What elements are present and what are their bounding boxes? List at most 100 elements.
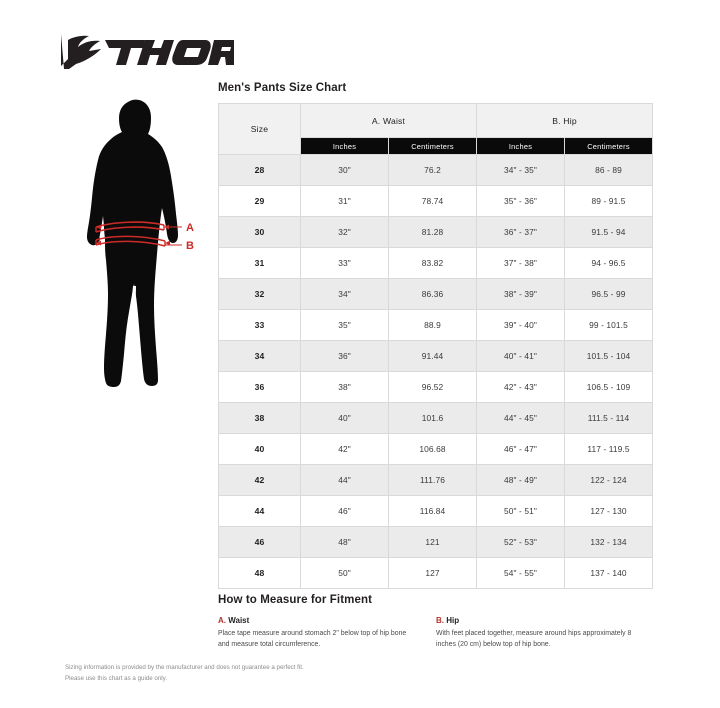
cell-waist-centimeters: 86.36 (388, 278, 477, 310)
column-header-waist-centimeters: Centimeters (388, 137, 477, 155)
measure-marker-a: A. (218, 616, 226, 625)
thor-helmet-logo-icon: ™ (61, 34, 241, 69)
cell-hip-centimeters: 101.5 - 104 (563, 340, 654, 372)
cell-size: 42 (218, 464, 301, 496)
cell-size: 36 (218, 371, 301, 403)
cell-size: 32 (218, 278, 301, 310)
cell-hip-inches: 46" - 47" (476, 433, 565, 465)
cell-hip-inches: 37" - 38" (476, 247, 565, 279)
cell-waist-inches: 42" (300, 433, 389, 465)
cell-hip-centimeters: 94 - 96.5 (563, 247, 654, 279)
cell-hip-centimeters: 91.5 - 94 (563, 216, 654, 248)
cell-waist-centimeters: 116.84 (388, 495, 477, 527)
table-row: 31 33" 83.82 37" - 38" 94 - 96.5 (218, 247, 654, 279)
cell-waist-centimeters: 88.9 (388, 309, 477, 341)
measure-instruction-hip-text: With feet placed together, measure aroun… (436, 630, 632, 649)
cell-hip-centimeters: 89 - 91.5 (563, 185, 654, 217)
cell-size: 29 (218, 185, 301, 217)
table-row: 36 38" 96.52 42" - 43" 106.5 - 109 (218, 371, 654, 403)
column-header-size: Size (218, 103, 301, 155)
column-group-header-waist: A. Waist (300, 103, 477, 138)
cell-waist-centimeters: 96.52 (388, 371, 477, 403)
measure-name-waist: Waist (228, 616, 250, 625)
cell-hip-centimeters: 106.5 - 109 (563, 371, 654, 403)
cell-hip-inches: 35" - 36" (476, 185, 565, 217)
cell-waist-inches: 34" (300, 278, 389, 310)
svg-text:™: ™ (229, 61, 233, 66)
cell-waist-centimeters: 121 (388, 526, 477, 558)
cell-hip-inches: 48" - 49" (476, 464, 565, 496)
table-row: 48 50" 127 54" - 55" 137 - 140 (218, 557, 654, 589)
cell-hip-inches: 54" - 55" (476, 557, 565, 589)
size-chart-table: Size A. Waist B. Hip Inches Centimeters … (218, 103, 654, 589)
hip-band-marker (95, 235, 182, 247)
table-row: 42 44" 111.76 48" - 49" 122 - 124 (218, 464, 654, 496)
thor-logo: ™ (59, 28, 241, 72)
male-silhouette-icon: A B (87, 99, 194, 387)
table-head: Size A. Waist B. Hip Inches Centimeters … (218, 103, 654, 155)
cell-waist-centimeters: 106.68 (388, 433, 477, 465)
cell-size: 30 (218, 216, 301, 248)
how-to-measure-title: How to Measure for Fitment (218, 594, 373, 606)
cell-size: 28 (218, 154, 301, 186)
table-row: 44 46" 116.84 50" - 51" 127 - 130 (218, 495, 654, 527)
cell-hip-centimeters: 132 - 134 (563, 526, 654, 558)
cell-hip-inches: 42" - 43" (476, 371, 565, 403)
column-group-header-hip: B. Hip (475, 103, 654, 138)
cell-waist-inches: 44" (300, 464, 389, 496)
table-row: 38 40" 101.6 44" - 45" 111.5 - 114 (218, 402, 654, 434)
cell-waist-inches: 48" (300, 526, 389, 558)
table-header-sub-row: Inches Centimeters Inches Centimeters (219, 137, 654, 155)
cell-waist-inches: 30" (300, 154, 389, 186)
disclaimer-line-2: Please use this chart as a guide only. (65, 675, 168, 683)
cell-hip-inches: 44" - 45" (476, 402, 565, 434)
cell-waist-centimeters: 78.74 (388, 185, 477, 217)
cell-hip-centimeters: 117 - 119.5 (563, 433, 654, 465)
cell-waist-inches: 38" (300, 371, 389, 403)
measure-instruction-hip-heading: B. Hip (436, 616, 636, 625)
cell-size: 40 (218, 433, 301, 465)
cell-waist-centimeters: 83.82 (388, 247, 477, 279)
cell-waist-centimeters: 111.76 (388, 464, 477, 496)
measure-instruction-waist-text: Place tape measure around stomach 2" bel… (218, 630, 407, 649)
cell-hip-centimeters: 137 - 140 (563, 557, 654, 589)
cell-hip-inches: 40" - 41" (476, 340, 565, 372)
cell-hip-centimeters: 111.5 - 114 (563, 402, 654, 434)
measure-instruction-waist: A. Waist Place tape measure around stoma… (218, 616, 436, 651)
cell-hip-inches: 52" - 53" (476, 526, 565, 558)
cell-size: 46 (218, 526, 301, 558)
cell-size: 34 (218, 340, 301, 372)
cell-size: 31 (218, 247, 301, 279)
cell-hip-centimeters: 86 - 89 (563, 154, 654, 186)
cell-waist-centimeters: 101.6 (388, 402, 477, 434)
measure-marker-b: B. (436, 616, 444, 625)
table-row: 28 30" 76.2 34" - 35" 86 - 89 (218, 154, 654, 186)
cell-waist-inches: 36" (300, 340, 389, 372)
measure-instruction-waist-heading: A. Waist (218, 616, 418, 625)
table-body: 28 30" 76.2 34" - 35" 86 - 89 29 31" 78.74 35" -… (218, 154, 654, 589)
cell-waist-centimeters: 81.28 (388, 216, 477, 248)
cell-waist-inches: 40" (300, 402, 389, 434)
cell-size: 38 (218, 402, 301, 434)
column-header-hip-inches: Inches (476, 137, 565, 155)
table-header-group-row: Size A. Waist B. Hip (218, 103, 654, 155)
measure-name-hip: Hip (446, 616, 460, 625)
disclaimer-line-1: Sizing information is provided by the ma… (65, 664, 304, 671)
table-row: 34 36" 91.44 40" - 41" 101.5 - 104 (218, 340, 654, 372)
cell-size: 33 (218, 309, 301, 341)
cell-hip-inches: 34" - 35" (476, 154, 565, 186)
cell-hip-inches: 39" - 40" (476, 309, 565, 341)
cell-hip-inches: 38" - 39" (476, 278, 565, 310)
measure-instruction-hip: B. Hip With feet placed together, measur… (436, 616, 654, 651)
cell-size: 44 (218, 495, 301, 527)
table-row: 29 31" 78.74 35" - 36" 89 - 91.5 (218, 185, 654, 217)
cell-hip-inches: 50" - 51" (476, 495, 565, 527)
body-measurement-figure: A B (72, 96, 212, 396)
cell-waist-centimeters: 91.44 (388, 340, 477, 372)
disclaimer: Sizing information is provided by the ma… (65, 662, 304, 684)
cell-hip-inches: 36" - 37" (476, 216, 565, 248)
table-row: 33 35" 88.9 39" - 40" 99 - 101.5 (218, 309, 654, 341)
waist-band-marker (95, 221, 182, 233)
marker-label-a: A (186, 222, 194, 234)
table-row: 32 34" 86.36 38" - 39" 96.5 - 99 (218, 278, 654, 310)
